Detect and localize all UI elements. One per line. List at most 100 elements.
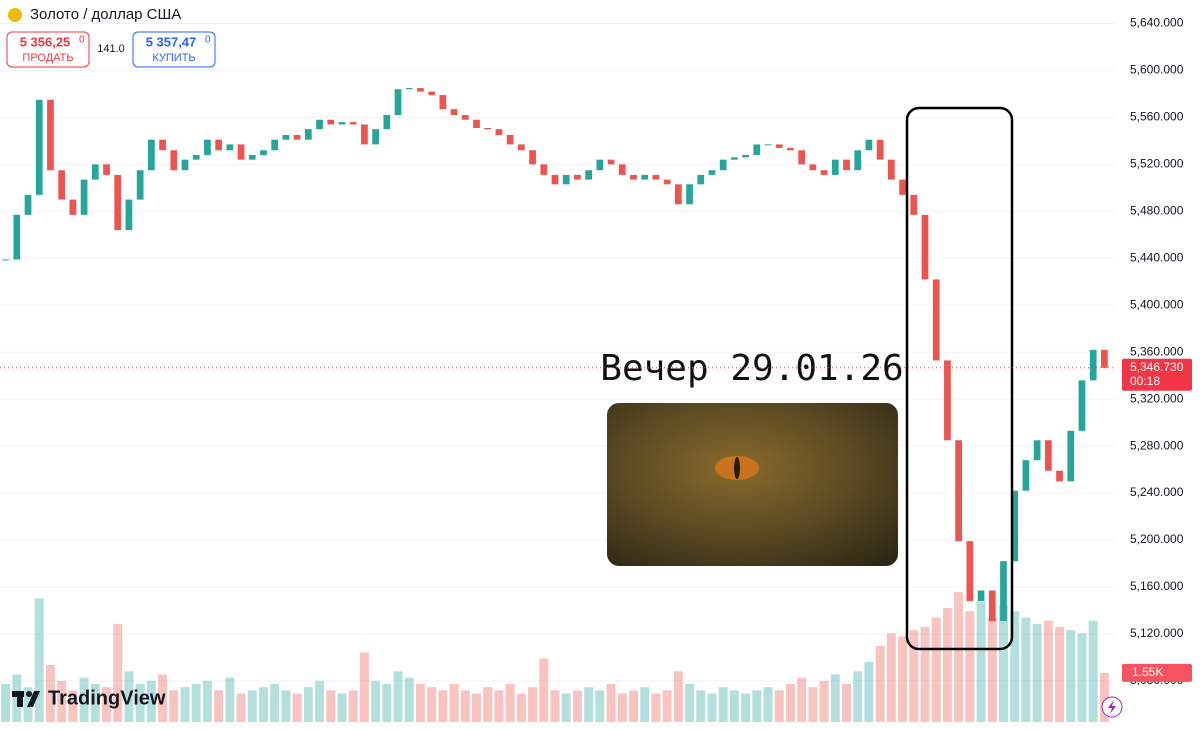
grid	[0, 22, 1115, 682]
candle	[271, 139, 279, 151]
logo: TradingView	[12, 687, 166, 709]
y-tick-label: 5,200.000	[1130, 532, 1184, 546]
volume-bar	[864, 661, 874, 722]
candle	[1011, 490, 1019, 562]
candle	[932, 279, 940, 361]
volume-bar	[875, 646, 885, 722]
candle	[473, 119, 480, 128]
candle	[731, 157, 738, 160]
candle	[775, 144, 783, 148]
volume-bar	[673, 671, 683, 722]
candle	[899, 179, 906, 195]
candle	[136, 170, 144, 200]
volume-bar	[898, 636, 908, 722]
image-pupil	[734, 457, 740, 479]
volume-bar	[79, 677, 89, 722]
volume-bar	[763, 687, 773, 722]
candle	[876, 139, 884, 160]
candle	[551, 174, 559, 185]
candle	[405, 88, 413, 90]
volume-bar	[797, 677, 807, 722]
volume-bar	[124, 671, 134, 722]
volume-bar	[516, 693, 526, 722]
y-tick-label: 5,480.000	[1130, 203, 1184, 217]
logo-mark	[17, 691, 23, 707]
last-price-tag	[1122, 358, 1192, 391]
buy-button[interactable]	[132, 31, 216, 68]
candle	[450, 109, 458, 116]
candle	[282, 135, 290, 140]
volume-bar	[34, 598, 44, 722]
volume-bar	[987, 617, 997, 722]
candle	[921, 214, 929, 280]
candle	[753, 144, 761, 155]
volume-bar	[909, 630, 919, 722]
candle	[316, 119, 323, 130]
y-tick-label: 5,120.000	[1130, 626, 1184, 640]
sell-button[interactable]	[6, 31, 90, 68]
candle	[910, 194, 918, 215]
candle	[831, 159, 839, 175]
volume-bar	[741, 693, 751, 722]
candle	[394, 89, 402, 116]
volume-bar	[337, 693, 347, 722]
volume-bar	[57, 680, 67, 722]
volume-bar	[415, 684, 425, 722]
candle	[674, 184, 682, 205]
volume-bar	[158, 674, 168, 722]
volume-bar	[853, 671, 863, 722]
candle	[787, 147, 794, 151]
volume-bar	[1077, 633, 1087, 722]
y-tick-label: 5,280.000	[1130, 438, 1184, 452]
volume-bar	[483, 687, 493, 722]
candle	[192, 154, 200, 160]
candle	[226, 144, 234, 151]
sell-label: ПРОДАТЬ	[22, 52, 73, 64]
volume-bar	[550, 690, 560, 722]
spread: 141.0	[97, 43, 125, 55]
volume-bar	[191, 684, 201, 722]
candle	[417, 88, 424, 92]
buy-price: 5 357,47	[146, 34, 197, 49]
candle	[58, 170, 66, 200]
volume-bar	[976, 601, 986, 722]
candle	[607, 159, 615, 165]
symbol-title: Золото / доллар США	[30, 6, 181, 23]
volume-bar	[371, 680, 381, 722]
candle	[103, 164, 110, 175]
volume-bar	[707, 693, 717, 722]
volume-bar	[113, 623, 123, 722]
candle	[495, 129, 503, 136]
volume-bar	[348, 690, 358, 722]
candle	[304, 129, 312, 140]
volume-bar	[920, 627, 930, 722]
volume-bar	[303, 687, 313, 722]
candle	[809, 164, 817, 171]
candle	[1101, 349, 1108, 368]
price	[2, 88, 1108, 622]
candle	[338, 122, 346, 125]
volume-bar	[427, 687, 437, 722]
volume-bar	[326, 690, 336, 722]
candle	[843, 159, 850, 171]
candle	[697, 174, 705, 185]
image	[607, 403, 898, 566]
y-tick-label: 5,600.000	[1130, 63, 1184, 77]
volume-bar	[270, 684, 280, 722]
volume-bar	[886, 633, 896, 722]
candle	[820, 170, 828, 175]
highlight-box	[905, 106, 1014, 651]
volume-bar	[539, 658, 549, 722]
volume-bar	[315, 680, 325, 722]
candle	[574, 174, 581, 180]
volume-bar	[214, 690, 224, 722]
candle	[1044, 440, 1052, 471]
candle	[506, 135, 514, 145]
candle	[966, 541, 974, 602]
volume-bar	[1032, 623, 1042, 722]
y-tick-label: 5,520.000	[1130, 157, 1184, 171]
countdown-label: 00:18	[1130, 374, 1160, 388]
y-tick-label: 5,640.000	[1130, 16, 1184, 30]
candle	[742, 154, 749, 158]
